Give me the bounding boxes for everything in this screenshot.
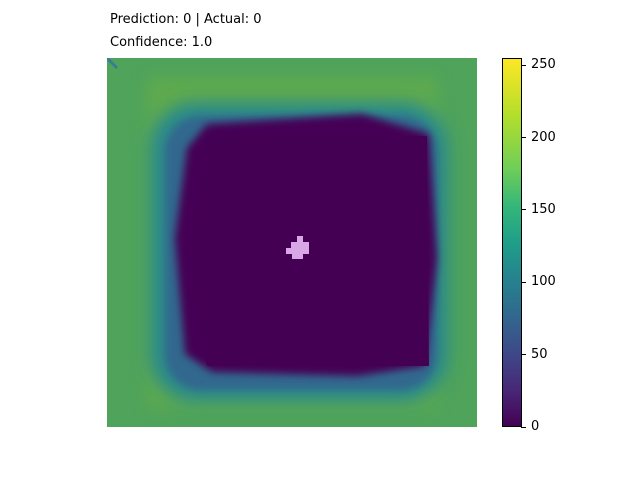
highlight-pixel: [291, 242, 309, 248]
highlight-pixel: [292, 254, 303, 259]
highlight-pixel: [297, 236, 303, 242]
colorbar-tick-label: 250: [531, 57, 556, 73]
colorbar-tick-label: 50: [531, 346, 548, 362]
highlight-pixel: [286, 248, 309, 254]
colorbar-tick-mark: [521, 281, 526, 283]
colorbar-tick-mark: [521, 354, 526, 356]
chart-title: Prediction: 0 | Actual: 0: [110, 12, 262, 27]
colorbar-tick-mark: [521, 64, 526, 66]
colorbar-tick-mark: [521, 137, 526, 139]
colorbar-tick-mark: [521, 209, 526, 211]
heatmap: [107, 58, 477, 427]
heatmap-highlight: [286, 236, 309, 259]
colorbar-tick-label: 200: [531, 129, 556, 145]
colorbar-axis: 0 50 100 150 200 250: [521, 57, 581, 434]
heatmap-svg: [107, 58, 477, 427]
colorbar-tick-label: 0: [531, 419, 540, 434]
colorbar-tick-label: 150: [531, 201, 556, 217]
colorbar-tick-mark: [521, 426, 526, 428]
heatmap-corner-mark: [107, 58, 119, 70]
chart-subtitle: Confidence: 1.0: [110, 35, 213, 50]
colorbar-tick-label: 100: [531, 274, 556, 290]
colorbar: [502, 58, 522, 427]
